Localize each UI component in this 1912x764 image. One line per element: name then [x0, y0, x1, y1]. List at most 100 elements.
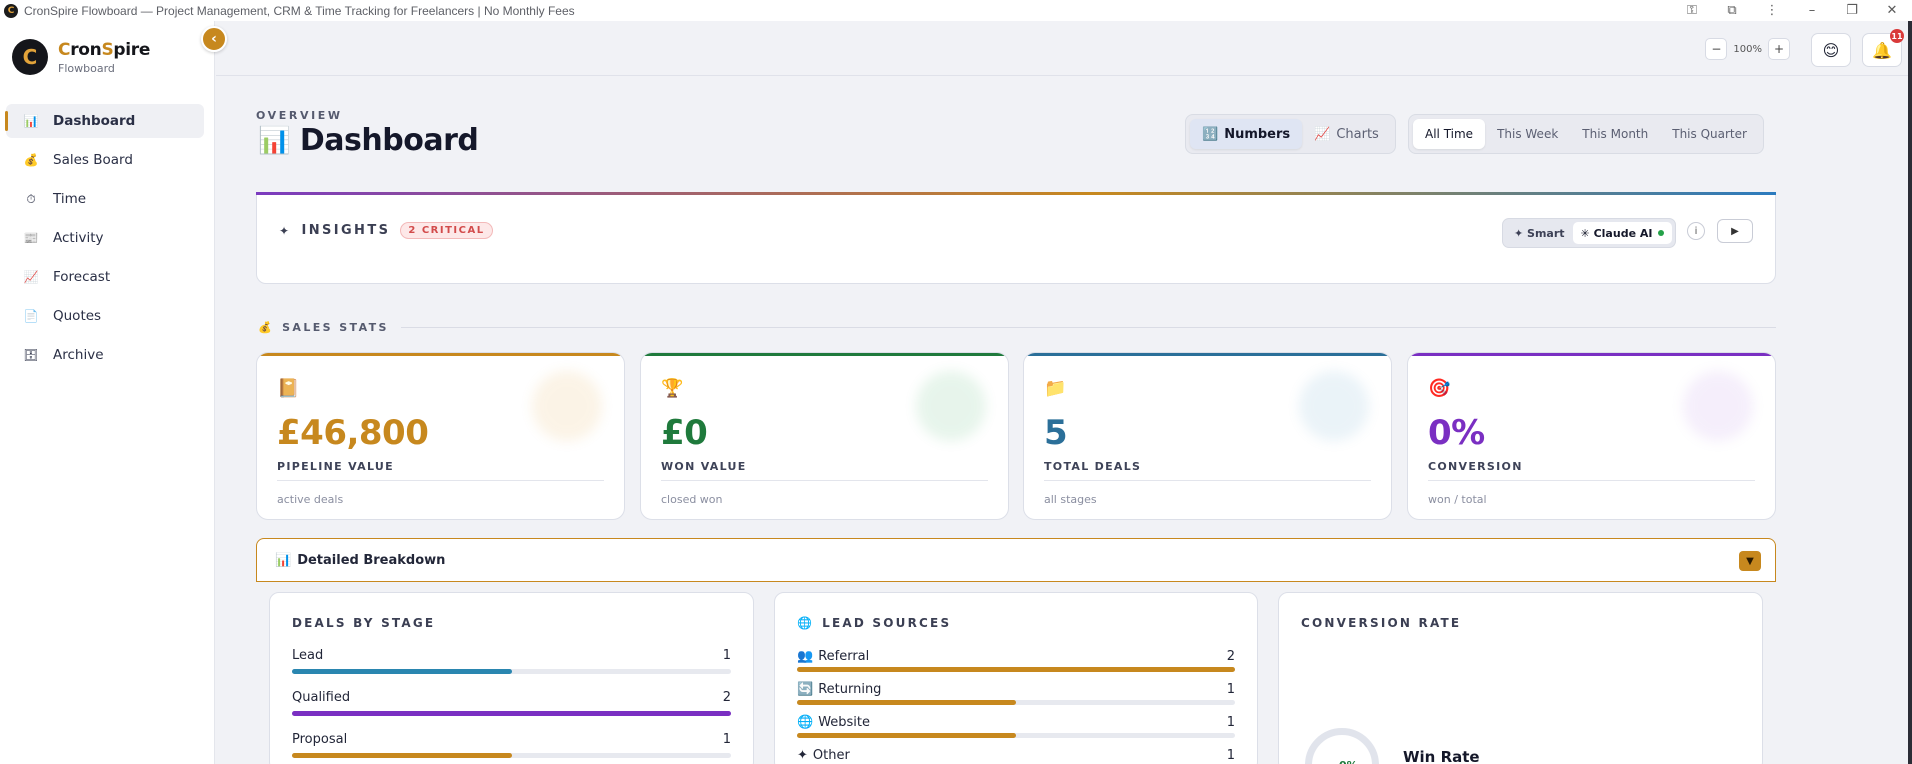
source-bar-track [797, 667, 1235, 672]
numbers-view-button[interactable]: 🔢 Numbers [1190, 119, 1303, 149]
scrollbar[interactable] [1908, 21, 1912, 764]
stat-label: TOTAL DEALS [1044, 460, 1142, 473]
more-options-icon[interactable]: ⋮ [1765, 3, 1779, 18]
play-icon: ▶ [1731, 225, 1739, 237]
stage-bar-fill [292, 669, 512, 674]
deals-by-stage-panel: DEALS BY STAGE Lead 1 Qualified 2 Propos… [269, 592, 754, 764]
source-bar-track [797, 700, 1235, 705]
insights-title: ✦ INSIGHTS 2 CRITICAL [279, 222, 493, 239]
stat-subtext: closed won [661, 493, 723, 506]
trend-up-icon: 📈 [23, 270, 39, 284]
ledger-icon: 📔 [277, 378, 300, 399]
source-label: ✦ Other [797, 748, 850, 763]
bar-chart-icon: 📊 [23, 114, 39, 128]
stat-card-total-deals[interactable]: 📁 5 TOTAL DEALS all stages [1023, 352, 1392, 520]
sidebar-item-time[interactable]: ⏱ Time [6, 182, 204, 216]
stat-subtext: active deals [277, 493, 344, 506]
restore-button[interactable]: ❐ [1846, 3, 1858, 18]
critical-badge: 2 CRITICAL [400, 222, 493, 239]
stat-value: £46,800 [277, 413, 429, 453]
sidebar-item-label: Time [53, 191, 87, 207]
info-icon[interactable]: i [1687, 222, 1705, 240]
brand-name: CronSpire [58, 39, 151, 60]
minimize-button[interactable]: – [1808, 3, 1816, 18]
card-glow [1299, 371, 1369, 441]
sidebar-nav: 📊 Dashboard 💰 Sales Board ⏱ Time 📰 Activity … [5, 104, 204, 377]
app-icon: C [4, 3, 18, 18]
collapse-sidebar-button[interactable]: ‹ [201, 26, 227, 52]
stage-bar-track [292, 669, 731, 674]
source-bar-fill [797, 667, 1235, 672]
stat-value: 0% [1428, 413, 1485, 453]
stage-bar-fill [292, 753, 512, 758]
bar-chart-icon: 📊 [258, 125, 290, 156]
stat-label: PIPELINE VALUE [277, 460, 394, 473]
panel-title: 🌐 LEAD SOURCES [797, 616, 952, 630]
range-this-week[interactable]: This Week [1497, 127, 1559, 141]
sales-stats-header: 💰 SALES STATS [258, 321, 1776, 334]
source-bar-fill [797, 700, 1016, 705]
run-insights-button[interactable]: ▶ [1717, 219, 1753, 243]
view-toggle: 🔢 Numbers 📈 Charts [1185, 114, 1396, 154]
page-title: 📊 Dashboard [258, 123, 479, 158]
notifications-button[interactable]: 🔔 11 [1862, 29, 1904, 67]
stage-count: 1 [722, 648, 731, 663]
card-glow [916, 371, 986, 441]
sidebar-item-activity[interactable]: 📰 Activity [6, 221, 204, 255]
extensions-icon[interactable]: ⧉ [1727, 3, 1737, 18]
status-dot [1658, 230, 1665, 236]
range-this-month[interactable]: This Month [1582, 127, 1649, 141]
document-icon: 📄 [23, 309, 39, 323]
numbers-grid-icon: 🔢 [1202, 126, 1219, 142]
source-bar-track [797, 733, 1235, 738]
sidebar-item-archive[interactable]: 🗄 Archive [6, 338, 204, 372]
archive-icon: 🗄 [23, 348, 39, 362]
brand-subtitle: Flowboard [58, 61, 115, 75]
detailed-breakdown-header[interactable]: 📊 Detailed Breakdown ▼ [256, 538, 1776, 582]
sidebar-item-forecast[interactable]: 📈 Forecast [6, 260, 204, 294]
sparkle-icon: ✦ [797, 748, 808, 763]
divider [277, 480, 604, 481]
zoom-out-button[interactable]: − [1705, 38, 1728, 60]
stat-card-conversion[interactable]: 🎯 0% CONVERSION won / total [1407, 352, 1776, 520]
sidebar: C CronSpire Flowboard 📊 Dashboard 💰 Sales … [0, 21, 215, 764]
profile-button[interactable]: 😊 [1811, 33, 1851, 67]
range-this-quarter[interactable]: This Quarter [1672, 127, 1747, 141]
key-icon[interactable]: ⚿ [1687, 3, 1697, 18]
panel-title: CONVERSION RATE [1301, 616, 1462, 630]
sidebar-item-dashboard[interactable]: 📊 Dashboard [5, 104, 204, 138]
collapse-breakdown-button[interactable]: ▼ [1739, 551, 1761, 571]
stat-label: WON VALUE [661, 460, 747, 473]
folder-icon: 📁 [1044, 378, 1067, 399]
source-count: 1 [1226, 748, 1235, 763]
smiley-icon: 😊 [1822, 40, 1840, 60]
divider [1044, 480, 1371, 481]
stat-card-won-value[interactable]: 🏆 £0 WON VALUE closed won [640, 352, 1009, 520]
bell-icon: 🔔 [1872, 40, 1892, 60]
zoom-in-button[interactable]: + [1768, 38, 1790, 60]
sidebar-item-label: Sales Board [53, 152, 133, 168]
divider [661, 480, 988, 481]
lead-sources-panel: 🌐 LEAD SOURCES 👥 Referral 2 🔄 Returning 1 🌐… [774, 592, 1258, 764]
stage-count: 2 [722, 690, 731, 705]
stage-bar-fill [292, 711, 731, 716]
stat-subtext: all stages [1044, 493, 1097, 506]
insights-mode-toggle: ✦ Smart ✳ Claude AI [1502, 218, 1677, 248]
charts-view-button[interactable]: 📈 Charts [1314, 126, 1379, 142]
people-icon: 👥 [797, 649, 814, 664]
stat-card-pipeline-value[interactable]: 📔 £46,800 PIPELINE VALUE active deals [256, 352, 625, 520]
panel-title: DEALS BY STAGE [292, 616, 436, 630]
smart-mode-button[interactable]: ✦ Smart [1514, 226, 1565, 240]
card-accent-bar [641, 353, 1008, 356]
claude-ai-mode-button[interactable]: ✳ Claude AI [1572, 222, 1673, 244]
sidebar-item-quotes[interactable]: 📄 Quotes [6, 299, 204, 333]
stage-bar-track [292, 753, 731, 758]
money-bag-icon: 💰 [23, 153, 39, 167]
range-all-time[interactable]: All Time [1413, 119, 1486, 149]
source-label: 👥 Referral [797, 649, 870, 664]
chevron-down-icon: ▼ [1746, 555, 1754, 567]
sidebar-item-sales-board[interactable]: 💰 Sales Board [6, 143, 204, 177]
close-window-button[interactable]: ✕ [1886, 3, 1898, 18]
brand[interactable]: C CronSpire Flowboard [12, 39, 150, 75]
sidebar-item-label: Quotes [53, 308, 102, 324]
